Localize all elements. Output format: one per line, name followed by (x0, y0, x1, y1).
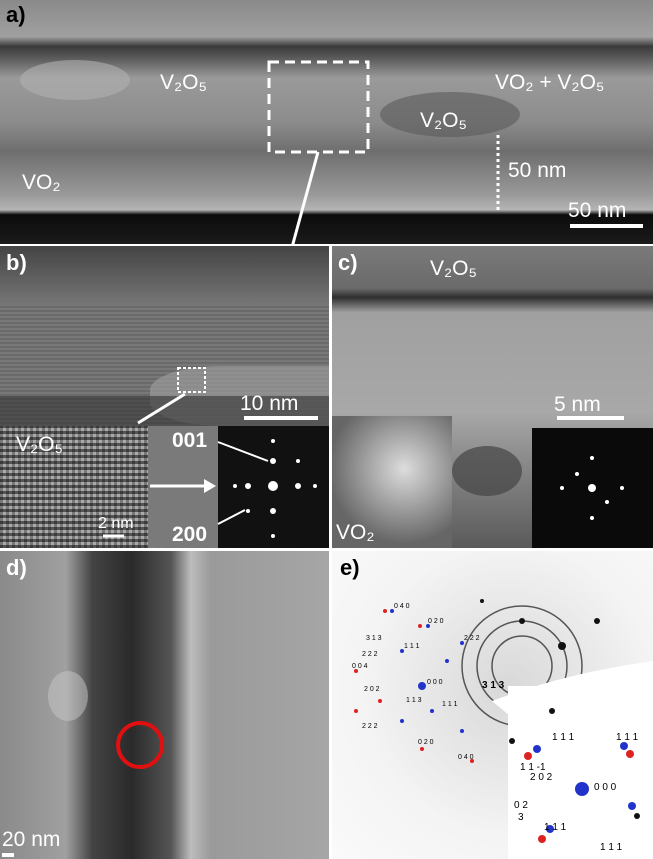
annotation: 50 nm (508, 160, 566, 181)
panel-d-overlay (0, 551, 329, 859)
annotation: V₂O₅ (430, 258, 477, 279)
inset-label: V₂O₅ (16, 434, 63, 455)
spot-index: 3 (518, 813, 524, 823)
annotation: VO₂ (336, 522, 375, 543)
panel-d: d) 20 nm (0, 551, 329, 859)
panel-label: d) (6, 557, 27, 579)
scale-label: 50 nm (568, 200, 626, 221)
roi-box (178, 368, 205, 392)
scale-label: 5 nm (554, 394, 601, 415)
panel-label: c) (338, 252, 358, 274)
annotation: VO₂ (22, 172, 61, 193)
annotation: V₂O₅ (160, 72, 207, 93)
fft-label: 200 (172, 524, 207, 545)
panel-label: b) (6, 252, 27, 274)
annotation: VO₂ + V₂O₅ (495, 72, 604, 93)
spot-index: 0 2 0 (418, 739, 434, 746)
spot-index: 2 2 2 (362, 723, 378, 730)
spot-index: 0 0 4 (352, 663, 368, 670)
spot-index: 0 4 0 (458, 754, 474, 761)
spot-index: 0 4 0 (394, 603, 410, 610)
annotation: V₂O₅ (420, 110, 467, 131)
spot-index: 2 0 2 (530, 773, 552, 783)
scale-label: 20 nm (2, 829, 60, 850)
spot-index: 1 1 1 (442, 701, 458, 708)
spot-index: 0 0 0 (594, 783, 616, 793)
spot-index: 2 2 2 (362, 651, 378, 658)
figure: a) V₂O₅ VO₂ + V₂O₅ V₂O₅ VO₂ 50 nm 50 nm (0, 0, 653, 859)
arrow (138, 394, 185, 423)
spot-index: 1 1 1 (616, 733, 638, 743)
roi-box (269, 62, 368, 152)
spot-index: 0 0 0 (427, 679, 443, 686)
spot-index: 0 2 0 (428, 618, 444, 625)
spot-index: 0 2 (514, 801, 528, 811)
spot-index: 1 1 3 (406, 697, 422, 704)
scale-label: 10 nm (240, 393, 298, 414)
panel-e: e) 0 4 0 0 2 0 3 1 3 2 2 2 0 0 4 1 1 1 2… (332, 551, 653, 859)
spot-index: 3 1 3 (366, 635, 382, 642)
panel-a-overlay (0, 0, 653, 244)
spot-index: 1 1 1 (552, 733, 574, 743)
fft-label: 001 (172, 430, 207, 451)
panel-a: a) V₂O₅ VO₂ + V₂O₅ V₂O₅ VO₂ 50 nm 50 nm (0, 0, 653, 244)
arrow (288, 152, 318, 244)
scale-label: 2 nm (98, 516, 134, 532)
panel-b: b) 10 nm V₂O₅ 2 nm 001 200 (0, 246, 329, 548)
panel-e-overlay (332, 551, 653, 859)
spot-index: 3 1 3 (482, 681, 504, 691)
highlight-circle (118, 723, 162, 767)
panel-label: a) (6, 4, 26, 26)
spot-index: 1 1 1 (600, 843, 622, 853)
panel-c-overlay (332, 246, 653, 548)
spot-index: 1 1 1 (404, 643, 420, 650)
spot-index: 1 1 1 (544, 823, 566, 833)
panel-c: c) V₂O₅ VO₂ 5 nm (332, 246, 653, 548)
spot-index: 2 0 2 (364, 686, 380, 693)
panel-label: e) (340, 557, 360, 579)
spot-index: 2 2 2 (464, 635, 480, 642)
